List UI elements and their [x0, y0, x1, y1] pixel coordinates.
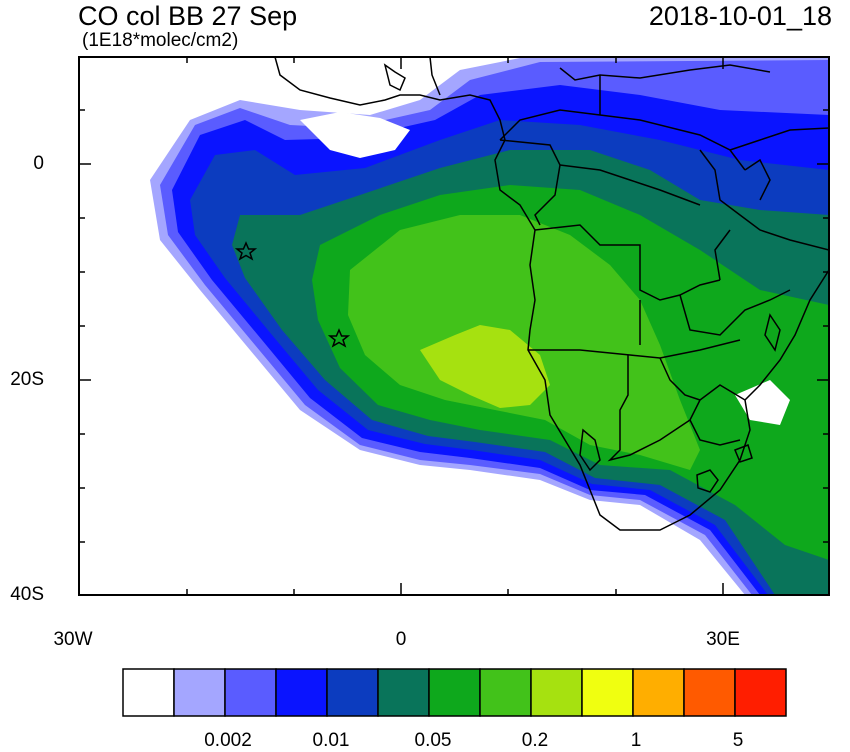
colorbar-label: 5 [732, 730, 744, 751]
colorbar [122, 668, 787, 717]
colorbar-label: 0.2 [521, 730, 549, 751]
x-label-30e: 30E [706, 629, 740, 650]
x-label-30w: 30W [53, 629, 93, 650]
station-markers [234, 241, 351, 348]
colorbar-swatch [122, 668, 175, 717]
y-label-20s: 20S [10, 369, 44, 390]
colorbar-swatch [224, 668, 277, 717]
clear-patch-north [300, 112, 410, 158]
colorbar-swatch [530, 668, 583, 717]
colorbar-label: 0.002 [204, 730, 252, 751]
colorbar-label: 1 [630, 730, 642, 751]
units-label: (1E18*molec/cm2) [82, 30, 239, 51]
colorbar-swatch [326, 668, 379, 717]
y-label-40s: 40S [10, 584, 44, 605]
colorbar-swatch [377, 668, 430, 717]
plume-level-8 [420, 325, 550, 408]
colorbar-swatch [632, 668, 685, 717]
colorbar-swatch [275, 668, 328, 717]
colorbar-swatch [734, 668, 787, 717]
x-label-0: 0 [395, 629, 407, 650]
map-title: CO col BB 27 Sep [78, 1, 298, 31]
timestamp-label: 2018-10-01_18 [648, 1, 832, 31]
colorbar-swatch [683, 668, 736, 717]
axis-ticks [78, 57, 830, 596]
colorbar-label: 0.01 [312, 730, 350, 751]
colorbar-label: 0.05 [414, 730, 452, 751]
y-label-0: 0 [33, 153, 44, 174]
colorbar-swatch [581, 668, 634, 717]
co-plume-layers [79, 57, 829, 595]
colorbar-swatch [479, 668, 532, 717]
star-marker [327, 328, 351, 348]
star-marker [234, 241, 258, 261]
clear-patch-southeast [735, 380, 790, 425]
colorbar-swatch [428, 668, 481, 717]
country-borders [274, 57, 829, 531]
colorbar-swatch [173, 668, 226, 717]
